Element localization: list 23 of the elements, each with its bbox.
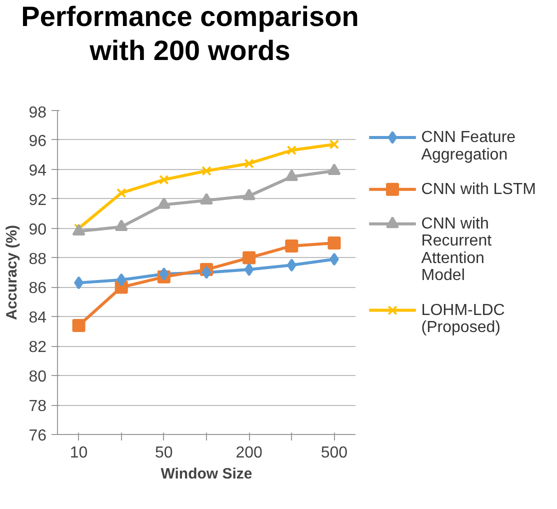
y-tick-label: 78 (28, 398, 47, 416)
legend-label: CNN with Recurrent Attention Model (421, 215, 492, 284)
legend-label: CNN Feature Aggregation (421, 129, 516, 164)
legend-label: LOHM-LDC (Proposed) (421, 302, 505, 336)
y-tick-label: 90 (28, 221, 47, 238)
x-axis-title: Window Size (160, 466, 252, 482)
y-tick-label: 96 (28, 132, 47, 150)
x-tick-label: 500 (320, 444, 348, 462)
legend-label: CNN with LSTM (421, 180, 536, 198)
y-tick-label: 98 (28, 104, 47, 122)
y-tick-label: 84 (28, 310, 47, 327)
y-tick-label: 94 (28, 162, 47, 180)
x-tick-label: 200 (236, 444, 263, 462)
y-tick-label: 76 (28, 428, 47, 444)
y-tick-label: 92 (28, 192, 47, 209)
y-axis-title: Accuracy (%) (4, 224, 21, 320)
chart-title: Performance comparison with 200 words (21, 0, 359, 68)
x-tick-label: 50 (155, 444, 173, 462)
y-tick-label: 88 (28, 250, 47, 268)
y-tick-label: 86 (28, 280, 47, 298)
y-tick-label: 82 (28, 339, 47, 356)
x-tick-label: 10 (70, 444, 88, 462)
y-tick-label: 80 (28, 368, 47, 386)
